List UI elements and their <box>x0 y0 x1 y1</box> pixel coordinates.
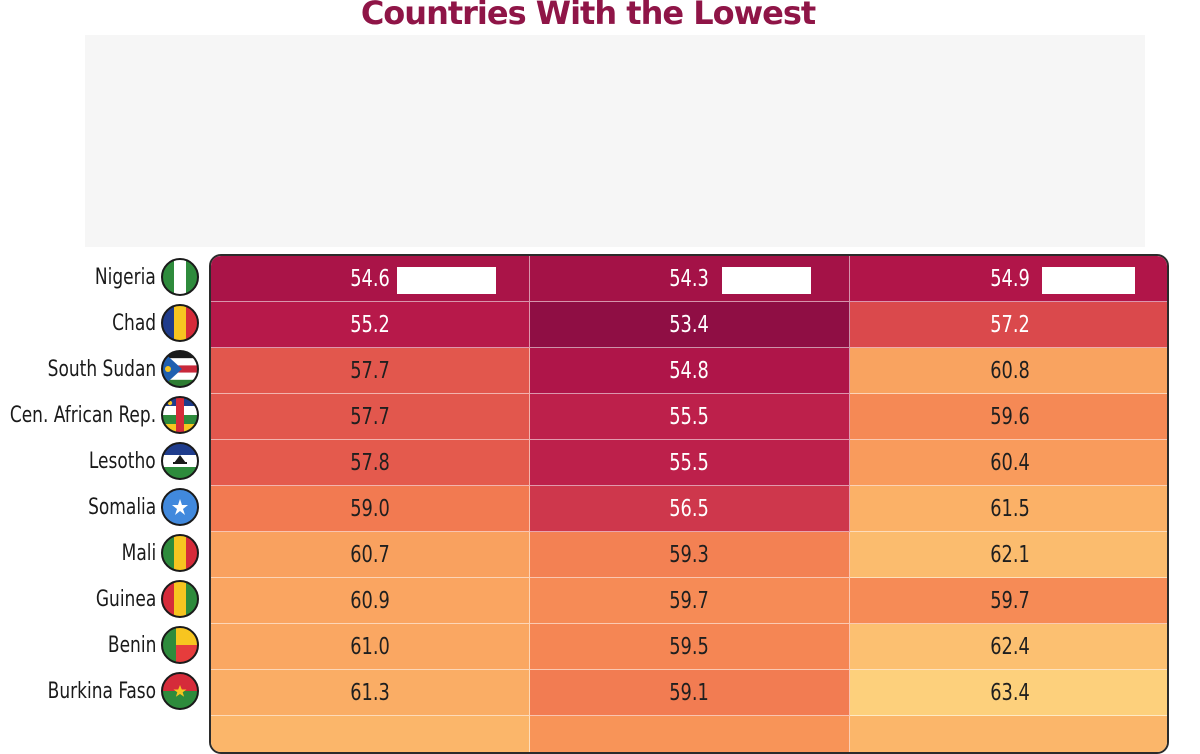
heatmap-cell: 60.4 <box>850 440 1167 486</box>
somalia-flag-icon <box>161 488 199 526</box>
heatmap-cell: 57.7 <box>211 394 530 440</box>
row-label-text: Chad <box>112 310 156 336</box>
row-label-text: Somalia <box>87 494 156 520</box>
heatmap-cell-partial <box>211 716 530 752</box>
nigeria-flag-icon <box>161 258 199 296</box>
cell-value: 56.5 <box>669 495 710 522</box>
heatmap-cell: 60.7 <box>211 532 530 578</box>
row-label-text: Nigeria <box>95 264 156 290</box>
cell-value: 54.8 <box>669 357 710 384</box>
heatmap-cell: 59.7 <box>530 578 850 624</box>
cell-value: 54.6 <box>350 265 390 292</box>
heatmap-cell: 55.5 <box>530 440 850 486</box>
row-label-text: Lesotho <box>89 448 156 474</box>
cell-value: 59.7 <box>669 587 710 614</box>
heatmap-cell: 55.5 <box>530 394 850 440</box>
cen-african-rep-flag-icon <box>161 396 199 434</box>
heatmap-cell: 59.3 <box>530 532 850 578</box>
cell-value: 61.0 <box>350 633 390 660</box>
cell-value: 60.8 <box>990 357 1030 384</box>
row-label: Chad <box>0 300 156 346</box>
lesotho-flag-icon <box>161 442 199 480</box>
heatmap-cell: 62.4 <box>850 624 1167 670</box>
cell-value: 55.5 <box>669 403 710 430</box>
cell-value: 57.7 <box>350 357 390 384</box>
heatmap-cell: 53.4 <box>530 302 850 348</box>
heatmap-cell: 60.8 <box>850 348 1167 394</box>
cell-value: 61.5 <box>990 495 1030 522</box>
cell-value: 60.9 <box>350 587 390 614</box>
row-label-text: Cen. African Rep. <box>9 402 156 428</box>
cell-value: 59.0 <box>350 495 390 522</box>
heatmap-cell: 61.0 <box>211 624 530 670</box>
chad-flag-icon <box>161 304 199 342</box>
row-label: Nigeria <box>0 254 156 300</box>
heatmap-cell: 59.0 <box>211 486 530 532</box>
burkina-faso-flag-icon <box>161 672 199 710</box>
heatmap-cell: 57.7 <box>211 348 530 394</box>
cell-value: 55.5 <box>669 449 710 476</box>
cell-value: 55.2 <box>350 311 390 338</box>
row-label: Lesotho <box>0 438 156 484</box>
heatmap-cell: 59.1 <box>530 670 850 716</box>
chart-title: Countries With the Lowest <box>360 0 816 32</box>
cell-value: 53.4 <box>669 311 710 338</box>
mali-flag-icon <box>161 534 199 572</box>
cell-value: 54.3 <box>669 265 710 292</box>
heatmap-cell: 55.2 <box>211 302 530 348</box>
cell-value: 59.6 <box>990 403 1030 430</box>
cell-value: 59.5 <box>669 633 710 660</box>
heatmap-cell: 57.2 <box>850 302 1167 348</box>
heatmap-cell: 63.4 <box>850 670 1167 716</box>
heatmap-cell-partial <box>850 716 1167 752</box>
cell-value: 60.7 <box>350 541 390 568</box>
row-label-text: Burkina Faso <box>47 678 156 704</box>
redaction-box <box>397 267 496 294</box>
cell-value: 62.4 <box>990 633 1030 660</box>
guinea-flag-icon <box>161 580 199 618</box>
cell-value: 62.1 <box>990 541 1030 568</box>
blank-panel <box>85 35 1145 247</box>
cell-value: 54.9 <box>990 265 1030 292</box>
row-label-text: Guinea <box>95 586 156 612</box>
heatmap-cell: 59.6 <box>850 394 1167 440</box>
cell-value: 59.1 <box>669 679 710 706</box>
heatmap-cell: 61.3 <box>211 670 530 716</box>
cell-value: 57.2 <box>990 311 1030 338</box>
heatmap-cell: 57.8 <box>211 440 530 486</box>
cell-value: 61.3 <box>350 679 390 706</box>
heatmap-cell: 61.5 <box>850 486 1167 532</box>
heatmap-cell: 56.5 <box>530 486 850 532</box>
row-label: Guinea <box>0 576 156 622</box>
row-label-text: Mali <box>121 540 156 566</box>
cell-value: 59.3 <box>669 541 710 568</box>
south-sudan-flag-icon <box>161 350 199 388</box>
redaction-box <box>1042 267 1135 294</box>
heatmap-cell: 54.8 <box>530 348 850 394</box>
heatmap-cell: 59.7 <box>850 578 1167 624</box>
row-label: Somalia <box>0 484 156 530</box>
heatmap-table: 54.6 54.3 54.9 55.2 53.4 57.2 57.7 54.8 60.8 57.7… <box>209 254 1169 754</box>
cell-value: 60.4 <box>990 449 1030 476</box>
row-label: Benin <box>0 622 156 668</box>
cell-value: 59.7 <box>990 587 1030 614</box>
row-label-text: Benin <box>107 632 156 658</box>
cell-value: 57.7 <box>350 403 390 430</box>
redaction-box <box>722 267 811 294</box>
heatmap-cell: 62.1 <box>850 532 1167 578</box>
row-label: South Sudan <box>0 346 156 392</box>
row-label: Burkina Faso <box>0 668 156 714</box>
row-label-text: South Sudan <box>47 356 156 382</box>
cell-value: 57.8 <box>350 449 390 476</box>
cell-value: 63.4 <box>990 679 1030 706</box>
heatmap-cell: 60.9 <box>211 578 530 624</box>
row-label: Cen. African Rep. <box>0 392 156 438</box>
heatmap-cell: 59.5 <box>530 624 850 670</box>
heatmap-cell-partial <box>530 716 850 752</box>
row-label: Mali <box>0 530 156 576</box>
benin-flag-icon <box>161 626 199 664</box>
